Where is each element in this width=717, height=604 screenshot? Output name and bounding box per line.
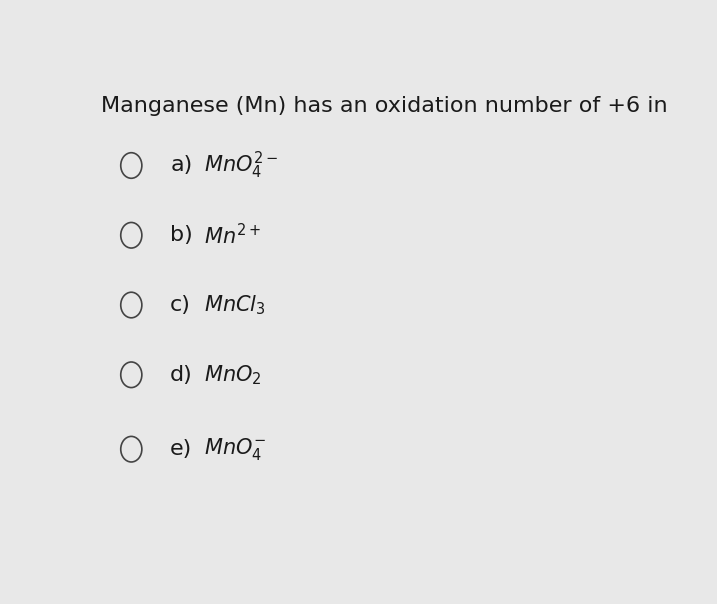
Text: e): e): [170, 439, 192, 459]
Text: Manganese (Mn) has an oxidation number of +6 in: Manganese (Mn) has an oxidation number o…: [100, 96, 668, 116]
Text: $\mathit{MnO}_{4}^{2-}$: $\mathit{MnO}_{4}^{2-}$: [204, 150, 277, 181]
Text: b): b): [170, 225, 193, 245]
Text: d): d): [170, 365, 193, 385]
Text: $\mathit{Mn}^{2+}$: $\mathit{Mn}^{2+}$: [204, 223, 260, 248]
Text: $\mathit{MnO}_{2}$: $\mathit{MnO}_{2}$: [204, 363, 261, 387]
Text: $\mathit{MnO}_{4}^{-}$: $\mathit{MnO}_{4}^{-}$: [204, 436, 265, 462]
Text: $\mathit{MnCl}_{3}$: $\mathit{MnCl}_{3}$: [204, 293, 265, 317]
Text: a): a): [170, 155, 192, 176]
Text: c): c): [170, 295, 191, 315]
